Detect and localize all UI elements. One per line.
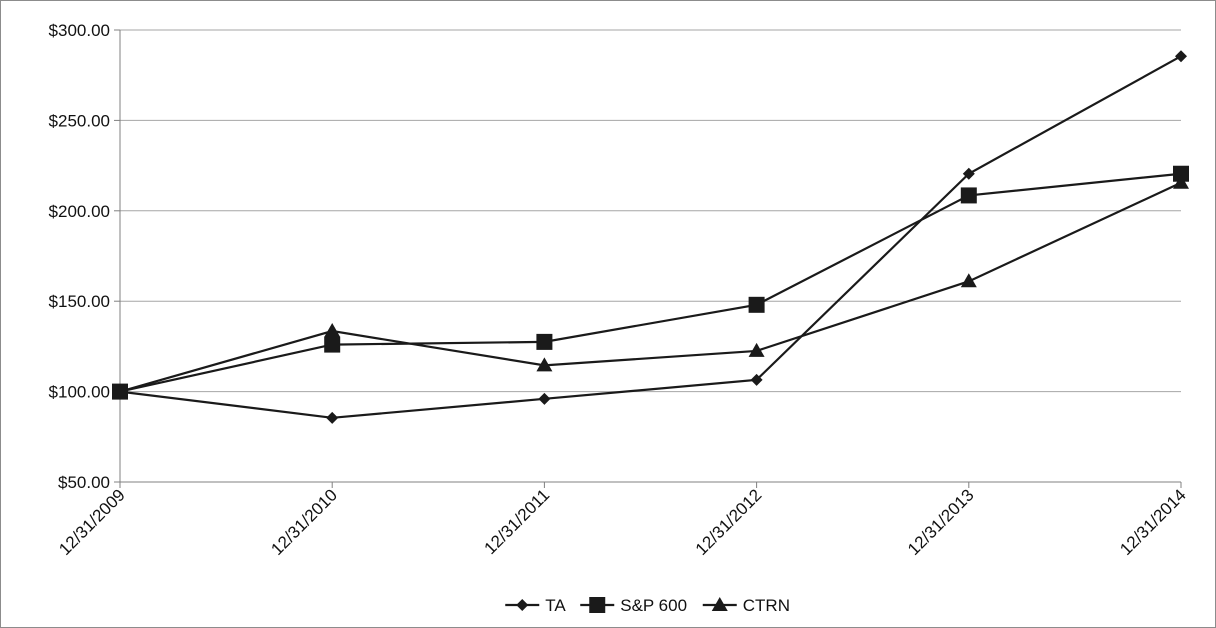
legend-marker-diamond	[516, 599, 529, 611]
series-line	[119, 172, 1182, 393]
y-tick-label: $150.00	[49, 292, 110, 311]
data-point-square	[536, 333, 553, 350]
legend-marker-square	[589, 597, 606, 613]
series-ctrn	[112, 174, 1189, 398]
x-tick-label: 12/31/2013	[904, 485, 978, 559]
x-tick-label: 12/31/2010	[267, 485, 341, 559]
axes	[114, 29, 1182, 488]
y-tick-label: $100.00	[49, 383, 110, 402]
legend-item: CTRN	[702, 596, 790, 615]
data-point-triangle	[536, 357, 553, 372]
legend-label: S&P 600	[620, 596, 687, 615]
legend: TA S&P 600 CTRN	[505, 596, 790, 615]
data-point-diamond	[538, 392, 551, 405]
data-point-square	[960, 187, 977, 204]
y-tick-label: $250.00	[49, 111, 110, 130]
series-line	[119, 55, 1182, 419]
series	[112, 50, 1189, 424]
data-point-triangle	[1173, 174, 1189, 189]
data-point-triangle	[324, 323, 341, 338]
data-point-diamond	[750, 373, 763, 386]
legend-item: TA	[505, 596, 566, 615]
series-line	[119, 181, 1182, 393]
y-axis-tick-labels: $50.00 $100.00 $150.00 $200.00 $250.00 $300.0…	[49, 21, 110, 492]
gridlines	[120, 29, 1181, 393]
legend-marker-triangle	[711, 597, 728, 611]
x-tick-label: 12/31/2012	[692, 485, 766, 559]
series-s-p-600	[112, 165, 1189, 400]
data-point-diamond	[326, 411, 339, 424]
data-point-triangle	[112, 383, 128, 398]
y-tick-label: $300.00	[49, 21, 110, 40]
x-tick-label: 12/31/2011	[481, 485, 554, 558]
legend-label: TA	[545, 596, 566, 615]
data-point-triangle	[748, 342, 765, 357]
data-point-square	[324, 336, 341, 353]
data-point-square	[748, 296, 765, 313]
y-tick-label: $50.00	[58, 473, 110, 492]
x-axis-tick-labels: 12/31/2009 12/31/2010 12/31/2011 12/31/2012…	[55, 485, 1190, 559]
x-tick-label: 12/31/2009	[55, 485, 129, 559]
legend-label: CTRN	[743, 596, 790, 615]
y-tick-label: $200.00	[49, 202, 110, 221]
data-point-diamond	[962, 167, 975, 180]
x-tick-label: 12/31/2014	[1116, 485, 1190, 559]
series-ta	[114, 50, 1187, 424]
data-point-triangle	[960, 273, 977, 288]
data-point-diamond	[1175, 50, 1187, 63]
legend-item: S&P 600	[580, 596, 687, 615]
data-point-square	[1173, 165, 1189, 182]
